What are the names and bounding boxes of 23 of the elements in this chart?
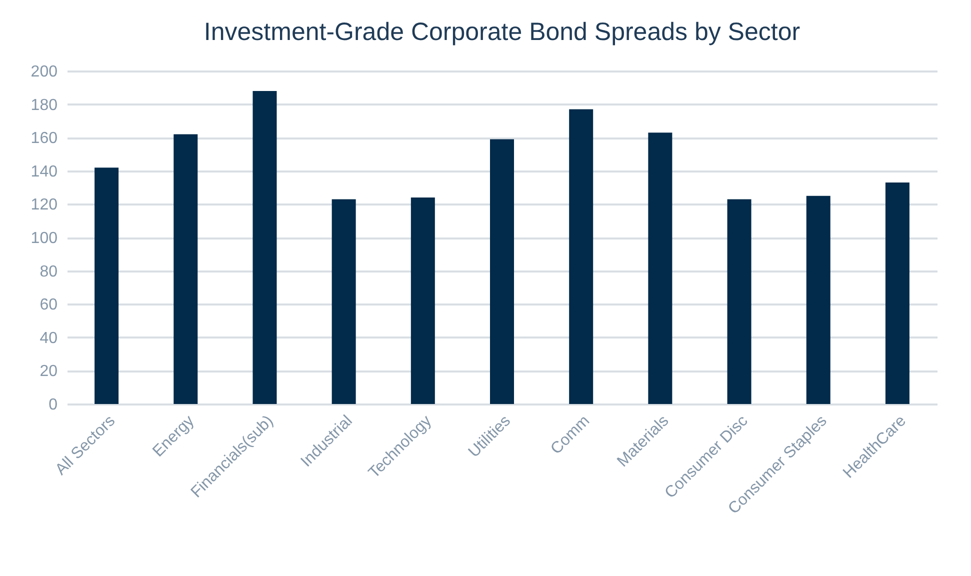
- y-tick-label: 20: [40, 363, 58, 380]
- y-tick-label: 140: [30, 163, 58, 180]
- bar: [252, 90, 277, 404]
- y-tick-label: 200: [30, 64, 58, 80]
- y-tick-label: 120: [30, 196, 58, 214]
- bar: [569, 109, 594, 404]
- bar: [332, 199, 356, 404]
- bar: [727, 199, 752, 404]
- y-tick-label: 80: [40, 263, 58, 280]
- bar: [94, 168, 119, 404]
- y-tick-label: 60: [40, 296, 58, 314]
- bar: [648, 132, 672, 404]
- bar: [174, 134, 198, 404]
- chart-title: Investment-Grade Corporate Bond Spreads by Sector: [204, 18, 800, 46]
- y-tick-label: 0: [48, 396, 58, 414]
- bar: [885, 182, 910, 404]
- bar: [490, 139, 514, 404]
- y-tick-label: 100: [30, 230, 58, 247]
- y-tick-label: 160: [30, 130, 58, 148]
- bar: [806, 196, 830, 404]
- bar: [410, 198, 435, 404]
- y-tick-label: 180: [30, 96, 58, 114]
- y-tick-label: 40: [40, 330, 58, 347]
